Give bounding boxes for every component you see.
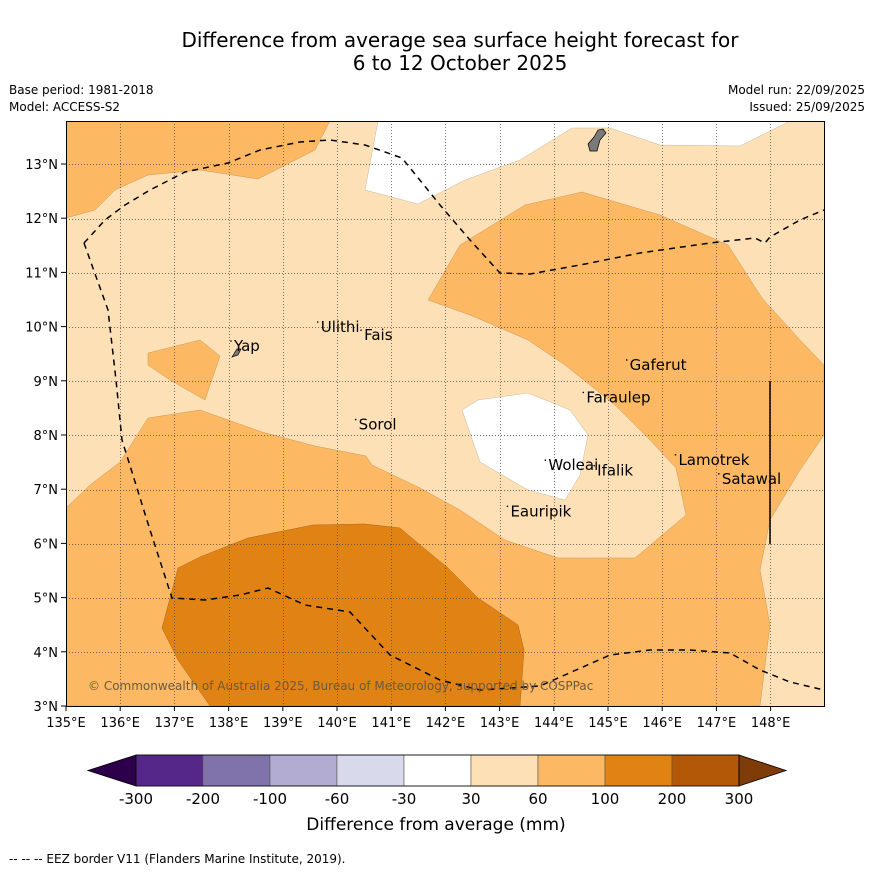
colorbar-tick-label: 200	[658, 790, 687, 808]
colorbar-bin	[604, 754, 673, 787]
lon-tick-label: 137°E	[155, 716, 195, 731]
place-label: Fais	[364, 326, 393, 344]
map-title-line-2: 6 to 12 October 2025	[352, 51, 568, 75]
lon-tick-label: 138°E	[209, 716, 249, 731]
landmasses	[231, 128, 607, 358]
colorbar-tick-label: 30	[461, 790, 480, 808]
base-period: Base period: 1981-2018	[9, 83, 154, 97]
colorbar-tick-label: -300	[119, 790, 153, 808]
colorbar-bin	[135, 754, 204, 787]
colorbar-outline	[135, 754, 740, 787]
model-name: Model: ACCESS-S2	[9, 100, 121, 114]
colorbar-bin	[202, 754, 271, 787]
place-marker	[354, 418, 357, 421]
latitude-axis: 3°N 4°N 5°N 6°N 7°N 8°N 9°N 10°N 11°N 12°N 13°N	[25, 158, 66, 715]
colorbar-tick-label: 60	[528, 790, 547, 808]
place-label: Sorol	[359, 416, 397, 434]
anomaly-contours	[66, 121, 824, 706]
contour-neutral-central	[461, 392, 589, 501]
issued-date: Issued: 25/09/2025	[749, 100, 865, 114]
place-marker	[360, 329, 362, 331]
eez-legend-note: -- -- -- EEZ border V11 (Flanders Marine…	[9, 852, 346, 866]
graticule	[66, 121, 824, 706]
lat-tick-label: 12°N	[25, 212, 58, 227]
lon-tick-label: 139°E	[263, 716, 303, 731]
colorbar-bin	[403, 754, 472, 787]
place-label: Ifalik	[597, 462, 633, 480]
place-label: Faraulep	[586, 388, 650, 406]
eez-borders	[83, 139, 824, 691]
colorbar-extend-high	[738, 754, 788, 787]
place-label: Gaferut	[630, 356, 687, 374]
colorbar-label: Difference from average (mm)	[306, 815, 565, 835]
colorbar-bin	[537, 754, 606, 787]
lon-tick-label: 144°E	[534, 716, 574, 731]
lat-tick-label: 8°N	[34, 429, 59, 444]
place-label: Satawal	[722, 470, 781, 488]
longitude-axis: 135°E 136°E 137°E 138°E 139°E 140°E 141°E 142°E…	[46, 706, 790, 731]
lat-tick-label: 11°N	[25, 266, 58, 281]
lat-tick-label: 6°N	[34, 537, 59, 552]
guam-landmass	[587, 128, 607, 152]
lon-tick-label: 140°E	[317, 716, 357, 731]
lat-tick-label: 4°N	[34, 646, 59, 661]
lon-tick-label: 141°E	[371, 716, 411, 731]
place-marker	[718, 472, 720, 475]
copyright-notice: © Commonwealth of Australia 2025, Bureau…	[88, 679, 593, 693]
colorbar-tick-label: 100	[591, 790, 620, 808]
lon-tick-label: 147°E	[697, 716, 737, 731]
yap-landmass	[231, 348, 242, 358]
place-marker	[593, 464, 595, 467]
map-title-line-1: Difference from average sea surface heig…	[181, 28, 739, 52]
colorbar-tick-label: -100	[253, 790, 287, 808]
colorbar-bin	[269, 754, 338, 787]
lat-tick-label: 10°N	[25, 321, 58, 336]
place-label: Eauripik	[510, 502, 571, 520]
model-run: Model run: 22/09/2025	[727, 83, 865, 97]
lon-tick-label: 136°E	[100, 716, 140, 731]
colorbar-bin	[671, 754, 740, 787]
lon-tick-label: 143°E	[480, 716, 520, 731]
lat-tick-label: 5°N	[34, 592, 59, 607]
lon-tick-label: 148°E	[751, 716, 791, 731]
place-marker	[674, 454, 677, 456]
lat-tick-label: 3°N	[34, 700, 59, 715]
lon-tick-label: 142°E	[426, 716, 466, 731]
contour-100-200	[161, 523, 525, 706]
colorbar-extend-low	[86, 754, 137, 787]
colorbar-tick-label: -30	[392, 790, 417, 808]
place-label: Yap	[233, 337, 260, 355]
lat-tick-label: 13°N	[25, 158, 58, 173]
colorbar-bin	[470, 754, 539, 787]
colorbar-tick-label: 300	[725, 790, 754, 808]
lon-tick-label: 145°E	[588, 716, 628, 731]
eez-border-north	[83, 139, 824, 275]
place-marker	[230, 340, 232, 342]
lon-tick-label: 135°E	[46, 716, 86, 731]
place-labels: Yap Ulithi Fais Sorol Gaferut Faraulep WoleaiI…	[230, 318, 781, 520]
place-marker	[506, 505, 509, 508]
place-marker	[625, 359, 628, 361]
colorbar-tick-label: -200	[186, 790, 220, 808]
place-label: Ulithi	[321, 318, 360, 336]
place-marker	[544, 459, 547, 462]
lat-tick-label: 7°N	[34, 483, 59, 498]
lon-tick-label: 146°E	[642, 716, 682, 731]
place-label: Lamotrek	[678, 451, 749, 469]
place-marker	[582, 391, 585, 394]
place-marker	[316, 321, 319, 323]
place-label: Woleai	[548, 456, 598, 474]
colorbar-bin	[336, 754, 405, 787]
colorbar-tick-label: -60	[325, 790, 350, 808]
contour-60-100-west-patch	[147, 339, 221, 401]
colorbar: -300 -200 -100 -60 -30 30 60 100 200 300	[86, 754, 788, 808]
contour-neutral-north	[364, 121, 791, 205]
lat-tick-label: 9°N	[34, 375, 59, 390]
